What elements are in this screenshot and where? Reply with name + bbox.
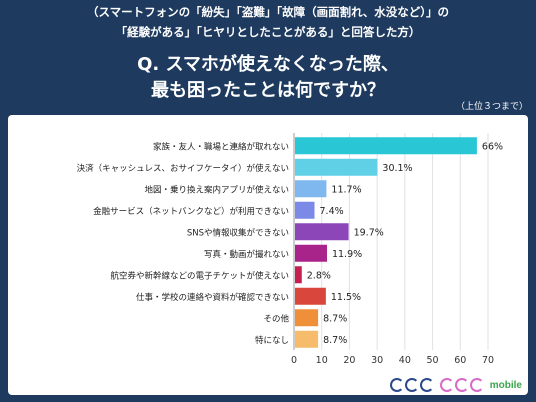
question-line-2: 最も困ったことは何ですか？	[151, 80, 385, 101]
value-label: 8.7%	[323, 313, 347, 324]
bar	[295, 223, 349, 241]
value-label: 11.5%	[331, 292, 361, 303]
geo-mark-icon	[389, 378, 434, 392]
bar	[295, 330, 319, 348]
value-label: 19.7%	[354, 227, 384, 238]
bar	[295, 137, 477, 155]
question-line-1: Q. スマホが使えなくなった際、	[137, 54, 399, 75]
value-label: 30.1%	[382, 163, 412, 174]
bar	[295, 266, 302, 284]
category-label: 仕事・学校の連絡や資料が確認できない	[136, 292, 289, 303]
bar	[295, 309, 319, 327]
category-label: 地図・乗り換え案内アプリが使えない	[144, 184, 289, 195]
brand-text: mobile	[489, 379, 522, 391]
category-label: 家族・友人・職場と連絡が取れない	[153, 141, 289, 152]
value-label: 66%	[482, 141, 503, 152]
x-tick-label: 0	[291, 355, 297, 366]
value-label: 7.4%	[320, 206, 344, 217]
category-label: 金融サービス（ネットバンクなど）が利用できない	[93, 206, 289, 217]
bar	[295, 180, 327, 198]
x-tick-label: 30	[371, 355, 383, 366]
note: （上位３つまで）	[455, 102, 528, 112]
x-tick-label: 20	[343, 355, 355, 366]
value-label: 2.8%	[307, 270, 331, 281]
chart-panel: 0 10 20 30 40 50 60 70 家族・友人・職場と連絡が取れない 66% 決済（キャッ…	[8, 115, 528, 395]
value-label: 8.7%	[323, 335, 347, 346]
bar	[295, 158, 378, 176]
brand-logo: mobile	[389, 378, 522, 392]
category-label: その他	[263, 313, 289, 324]
value-label: 11.9%	[332, 249, 362, 260]
bar	[295, 244, 327, 262]
category-label: 写真・動画が撮れない	[204, 249, 289, 260]
category-label: SNSや情報収集ができない	[187, 227, 289, 238]
category-label: 特になし	[255, 335, 289, 346]
bar	[295, 201, 315, 219]
chart-header: （スマートフォンの「紛失」「盗難」「故障（画面割れ、水没など）」の 「経験がある…	[0, 0, 536, 115]
x-tick-label: 10	[316, 355, 328, 366]
category-label: 決済（キャッシュレス、おサイフケータイ）が使えない	[77, 163, 289, 174]
geo-green-mark-icon	[439, 378, 484, 392]
bar	[295, 287, 326, 305]
bar-chart: 0 10 20 30 40 50 60 70 家族・友人・職場と連絡が取れない 66% 決済（キャッ…	[77, 133, 503, 366]
category-label: 航空券や新幹線などの電子チケットが使えない	[110, 270, 289, 281]
x-tick-label: 50	[427, 355, 439, 366]
subtitle-line-2: 「経験がある」「ヒヤリとしたことがある」と回答した方）	[115, 25, 421, 39]
value-label: 11.7%	[331, 184, 361, 195]
x-tick-label: 70	[482, 355, 494, 366]
x-tick-label: 60	[454, 355, 466, 366]
x-tick-label: 40	[399, 355, 411, 366]
subtitle-line-1: （スマートフォンの「紛失」「盗難」「故障（画面割れ、水没など）」の	[86, 5, 450, 19]
